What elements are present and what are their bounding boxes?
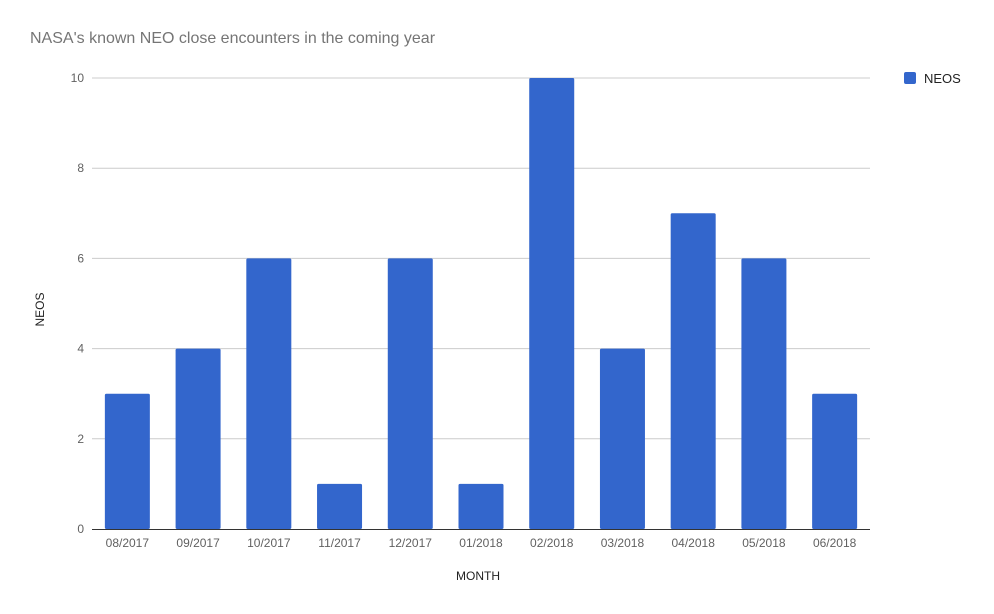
legend-swatch-neos [904,72,916,84]
x-tick-label: 02/2018 [530,536,574,550]
x-tick-label: 01/2018 [459,536,503,550]
y-tick-label: 10 [71,71,85,85]
y-tick-label: 6 [77,251,84,265]
bar-04-2018[interactable] [670,213,716,530]
y-tick-label: 0 [77,522,84,536]
bar-10-2017[interactable] [246,258,292,529]
y-tick-label: 4 [77,342,84,356]
bar-01-2018[interactable] [458,483,504,529]
x-tick-label: 03/2018 [601,536,645,550]
legend[interactable]: NEOS [904,71,961,86]
bars [104,78,858,530]
legend-label-neos: NEOS [924,71,961,86]
y-axis-tick-labels: 0 2 4 6 8 10 [71,71,85,536]
x-tick-label: 05/2018 [742,536,786,550]
bar-08-2017[interactable] [104,393,150,529]
x-tick-label: 10/2017 [247,536,291,550]
bar-02-2018[interactable] [529,78,575,529]
bar-03-2018[interactable] [599,348,645,529]
bar-12-2017[interactable] [387,258,433,529]
gridlines [92,77,870,440]
x-tick-label: 04/2018 [671,536,715,550]
x-tick-label: 12/2017 [389,536,433,550]
bar-05-2018[interactable] [741,258,787,529]
x-axis-title: MONTH [456,569,500,583]
x-tick-label: 11/2017 [318,536,361,550]
bar-06-2018[interactable] [812,393,858,529]
x-tick-label: 06/2018 [813,536,857,550]
y-tick-label: 8 [77,161,84,175]
x-tick-label: 09/2017 [176,536,220,550]
x-axis-tick-labels: 08/2017 09/2017 10/2017 11/2017 12/2017 01/20… [106,536,857,550]
y-tick-label: 2 [77,432,84,446]
y-axis-title: NEOS [33,292,47,326]
bar-11-2017[interactable] [317,483,363,529]
bar-09-2017[interactable] [175,348,221,529]
chart-title: NASA's known NEO close encounters in the… [30,30,436,47]
x-tick-label: 08/2017 [106,536,150,550]
